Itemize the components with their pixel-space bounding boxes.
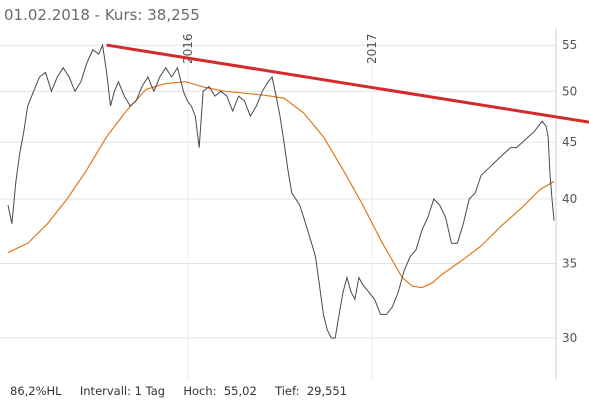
kurs-value: 38,255 <box>147 6 200 24</box>
resistance-trendline <box>106 43 589 124</box>
chart-footer: 86,2%HL Intervall: 1 Tag Hoch: 55,02 Tie… <box>10 384 347 398</box>
y-tick-label-30: 30 <box>562 331 577 345</box>
moving-average-line <box>7 81 555 289</box>
chart-title: 01.02.2018 - Kurs: 38,255 <box>4 6 200 24</box>
year-label-2017: 2017 <box>365 33 379 64</box>
y-tick-label-45: 45 <box>562 135 577 149</box>
hoch-label: Hoch: 55,02 <box>183 384 257 398</box>
hl-percent: 86,2%HL <box>10 384 62 398</box>
price-line <box>7 43 555 339</box>
y-axis-ticks: 30 35 40 45 50 55 <box>555 28 577 380</box>
y-tick-label-35: 35 <box>562 257 577 271</box>
y-tick-label-50: 50 <box>562 84 577 98</box>
grid-lines <box>0 44 556 339</box>
y-tick-label-55: 55 <box>562 38 577 52</box>
date-label: 01.02.2018 <box>4 6 90 24</box>
interval-label: Intervall: 1 Tag <box>79 384 166 398</box>
tief-label: Tief: 29,551 <box>275 384 348 398</box>
y-tick-label-40: 40 <box>562 192 577 206</box>
kurs-label: Kurs: <box>104 6 148 24</box>
title-separator: - <box>89 6 105 24</box>
